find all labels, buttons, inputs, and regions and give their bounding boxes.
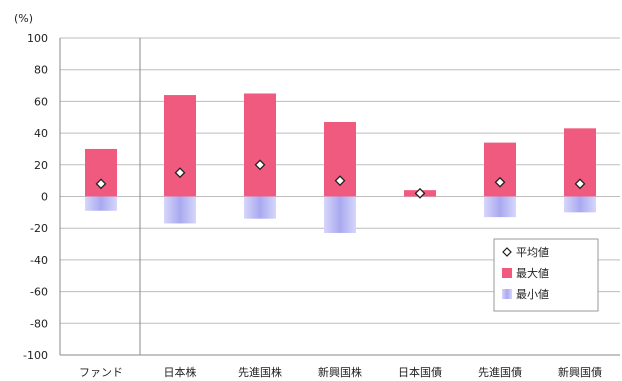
average-marker (574, 178, 586, 190)
min-bar (564, 196, 596, 213)
max-bar (484, 142, 516, 197)
y-tick-label: -80 (30, 317, 48, 330)
x-axis-categories: ファンド 日本株 先進国株 新興国株 日本国債 先進国債 新興国債 (79, 365, 602, 379)
y-tick-label: 0 (41, 191, 48, 204)
min-bar (85, 196, 117, 211)
legend-max-swatch-icon (502, 268, 512, 278)
min-bar (164, 196, 196, 224)
y-axis-ticks: 100 80 60 40 20 0 -20 -40 -60 -80 -100 (23, 32, 48, 362)
max-bar (164, 95, 196, 197)
x-category-label: 日本国債 (398, 365, 442, 379)
y-tick-label: -20 (30, 222, 48, 235)
y-tick-label: 100 (27, 32, 48, 45)
y-unit-label: (%) (14, 12, 33, 25)
y-tick-label: -100 (23, 349, 48, 362)
average-marker (494, 176, 506, 188)
legend-min-swatch-icon (502, 289, 512, 299)
legend: 平均値 最大値 最小値 (493, 238, 599, 312)
y-tick-label: 60 (34, 95, 48, 108)
average-marker (254, 159, 266, 171)
x-category-label: 新興国株 (318, 365, 362, 379)
legend-average-label: 平均値 (516, 246, 549, 259)
y-tick-label: -40 (30, 254, 48, 267)
x-category-label: 日本株 (164, 365, 197, 379)
y-tick-label: 80 (34, 64, 48, 77)
legend-max-label: 最大値 (516, 266, 549, 280)
y-tick-label: 40 (34, 127, 48, 140)
max-bar (244, 93, 276, 197)
x-category-label: 先進国債 (478, 365, 522, 379)
bars (85, 93, 596, 233)
average-marker (95, 178, 107, 190)
average-marker (334, 175, 346, 187)
legend-min-label: 最小値 (516, 288, 549, 301)
average-marker (174, 167, 186, 179)
min-bar (244, 196, 276, 219)
min-bar (324, 196, 356, 233)
y-tick-label: -60 (30, 286, 48, 299)
min-bar (484, 196, 516, 218)
average-marker (414, 187, 426, 199)
max-bar (85, 148, 117, 197)
x-category-label: ファンド (79, 366, 123, 379)
legend-average-marker-icon (502, 247, 512, 257)
x-category-label: 新興国債 (558, 365, 602, 379)
average-markers (95, 159, 586, 199)
x-category-label: 先進国株 (238, 365, 282, 379)
y-tick-label: 20 (34, 159, 48, 172)
